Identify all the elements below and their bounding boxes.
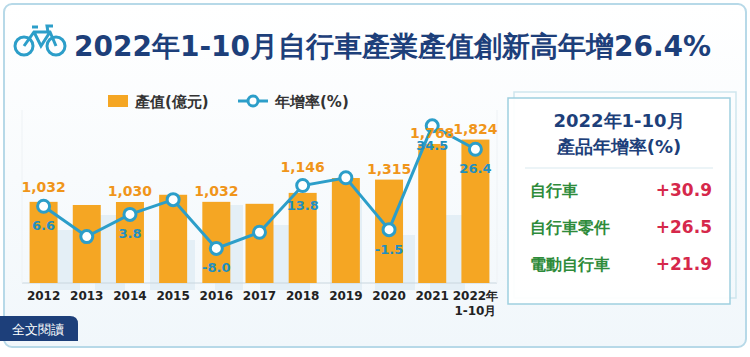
bar-label: 1,032 xyxy=(21,179,65,195)
bike-icon xyxy=(15,26,65,55)
legend-swatch xyxy=(108,95,128,107)
tick-line: 2021 xyxy=(416,289,449,303)
bar xyxy=(159,195,187,283)
bar-label: 1,030 xyxy=(108,183,153,199)
panel-row-name: 電動自行車 xyxy=(530,255,610,274)
legend: 產值(億元) 年增率(%) xyxy=(108,93,349,111)
tick-line: 1-10月 xyxy=(454,304,496,318)
line-marker xyxy=(167,194,179,206)
tick-line: 2013 xyxy=(70,289,103,303)
tick-line: 2012 xyxy=(27,289,60,303)
x-tick-label: 2020 xyxy=(372,289,405,303)
tick-line: 2018 xyxy=(286,289,319,303)
panel-title: 2022年1-10月 xyxy=(553,110,684,131)
x-tick-label: 2021 xyxy=(416,289,449,303)
title: 2022年1-10月自行車產業產值創新高年增26.4% xyxy=(74,30,711,63)
x-tick-label: 2015 xyxy=(156,289,189,303)
tick-line: 2016 xyxy=(200,289,233,303)
line xyxy=(44,126,476,249)
legend-marker xyxy=(248,96,258,106)
data-labels: 1,0321,0301,0321,1461,3151,7681,8246.63.… xyxy=(21,121,497,276)
panel-divider xyxy=(525,168,713,169)
panel-row-value: +30.9 xyxy=(656,180,712,200)
line-marker xyxy=(340,172,352,184)
tick-line: 2014 xyxy=(113,289,146,303)
x-tick-label: 2016 xyxy=(200,289,233,303)
panel-frame xyxy=(508,98,730,304)
bar xyxy=(116,202,144,283)
chart-image: 2022年1-10月自行車產業產值創新高年增26.4% 產值(億元) 年增率(%) 1… xyxy=(0,0,750,357)
bar xyxy=(202,202,230,283)
button-bg xyxy=(0,316,78,341)
card xyxy=(4,4,746,347)
line-label: 6.6 xyxy=(32,218,55,233)
line-marker xyxy=(383,224,395,236)
panel-row-name: 自行車零件 xyxy=(530,218,610,237)
x-tick-label: 2013 xyxy=(70,289,103,303)
line-marker xyxy=(469,143,481,155)
plot-area xyxy=(30,120,490,283)
tick-line: 2017 xyxy=(243,289,276,303)
background xyxy=(0,0,750,357)
panel-row-name: 自行車 xyxy=(530,181,578,200)
tick-line: 2022年 xyxy=(453,289,498,303)
line-marker xyxy=(81,231,93,243)
bar-label: 1,032 xyxy=(194,183,238,199)
bar-label: 1,315 xyxy=(367,161,411,177)
line-marker xyxy=(210,242,222,254)
bar xyxy=(375,180,403,283)
bar xyxy=(246,204,274,283)
line-marker xyxy=(254,226,266,238)
line-label: 34.5 xyxy=(416,138,448,153)
x-tick-labels: 2012 2013 2014 2015 2016 2017 2018 2019 2020 2021… xyxy=(27,289,498,318)
bar xyxy=(418,144,446,283)
legend-label: 年增率(%) xyxy=(274,93,349,111)
line-label: 26.4 xyxy=(459,161,491,176)
panel-row-value: +26.5 xyxy=(656,217,712,237)
bar xyxy=(73,205,101,283)
panel: 2022年1-10月產品年增率(%) 自行車 +30.9 自行車零件 +26.5 電動自行… xyxy=(508,92,736,304)
x-tick-label: 2018 xyxy=(286,289,319,303)
panel-row-value: +21.9 xyxy=(656,254,712,274)
line-label: -1.5 xyxy=(375,242,403,257)
x-tick-label: 2012 xyxy=(27,289,60,303)
x-tick-label: 2019 xyxy=(329,289,362,303)
legend-label: 產值(億元) xyxy=(134,93,209,111)
line-marker xyxy=(124,208,136,220)
line-label: -8.0 xyxy=(202,260,230,275)
y-axis-line xyxy=(22,110,23,283)
bar-label: 1,824 xyxy=(453,121,498,137)
x-tick-label: 2017 xyxy=(243,289,276,303)
line-marker xyxy=(38,200,50,212)
x-tick-label: 2022年1-10月 xyxy=(453,289,498,318)
bar-label: 1,146 xyxy=(281,159,325,175)
tick-line: 2020 xyxy=(372,289,405,303)
tick-line: 2015 xyxy=(156,289,189,303)
line-label: 3.8 xyxy=(118,226,141,241)
button-label: 全文閱讀 xyxy=(12,322,64,337)
line-marker xyxy=(297,180,309,192)
x-tick-label: 2014 xyxy=(113,289,146,303)
bar xyxy=(332,178,360,283)
read-more-button[interactable]: 全文閱讀 xyxy=(0,316,78,341)
panel-title: 產品年增率(%) xyxy=(556,136,682,157)
tick-line: 2019 xyxy=(329,289,362,303)
line-label: 13.8 xyxy=(287,198,319,213)
frame xyxy=(24,26,56,46)
